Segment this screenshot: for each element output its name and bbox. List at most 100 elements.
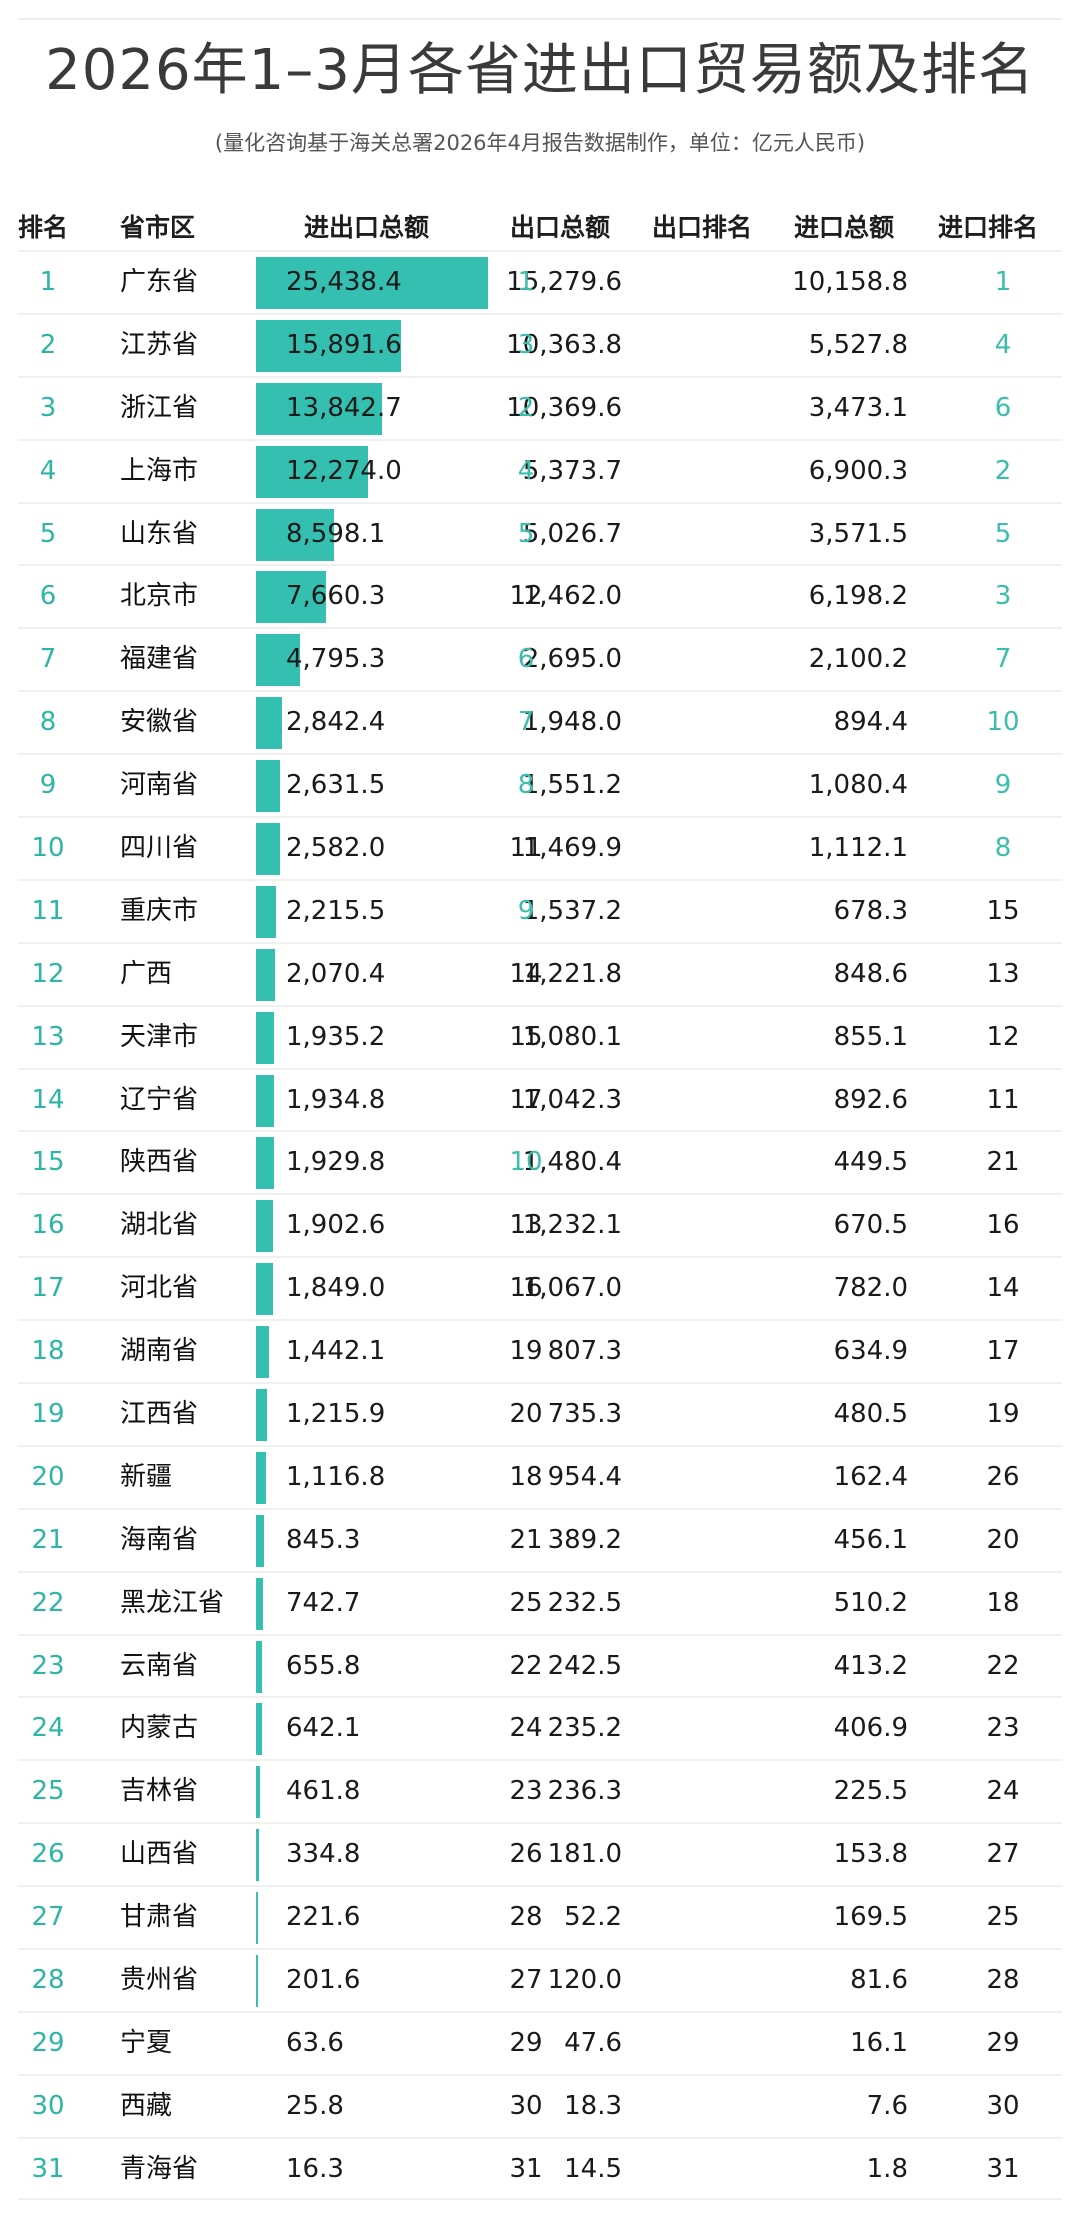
import-rank-cell: 10 xyxy=(986,707,1020,738)
import-rank-cell: 15 xyxy=(986,895,1020,926)
total-bar xyxy=(256,1200,273,1253)
total-bar xyxy=(256,1514,264,1567)
total-bar xyxy=(256,319,401,372)
total-cell: 655.8 xyxy=(286,1650,361,1681)
export-cell: 2,695.0 xyxy=(522,644,622,675)
import-cell: 670.5 xyxy=(833,1210,908,1241)
import-cell: 225.5 xyxy=(833,1776,908,1807)
rank-cell: 23 xyxy=(31,1650,65,1681)
total-bar xyxy=(256,634,300,687)
export-cell: 389.2 xyxy=(547,1524,622,1555)
header-total: 进出口总额 xyxy=(304,213,430,242)
total-cell: 1,849.0 xyxy=(286,1273,386,1304)
total-cell: 25,438.4 xyxy=(286,267,402,297)
total-cell: 25.8 xyxy=(286,2090,344,2121)
province-cell: 海南省 xyxy=(120,1524,199,1555)
rank-cell: 22 xyxy=(31,1587,65,1618)
table-row: 31 青海省 16.3 14.5 31 1.8 31 xyxy=(18,2136,1062,2200)
total-bar xyxy=(256,697,282,750)
total-bar xyxy=(256,1640,262,1693)
province-cell: 吉林省 xyxy=(120,1776,199,1807)
table-row: 21 海南省 845.3 389.2 21 456.1 20 xyxy=(18,1507,1062,1571)
province-cell: 辽宁省 xyxy=(120,1084,199,1115)
table-row: 10 四川省 2,582.0 1,469.9 11 1,112.1 8 xyxy=(18,816,1062,879)
table-row: 11 重庆市 2,215.5 1,537.2 9 678.3 15 xyxy=(18,878,1062,942)
total-bar xyxy=(256,445,368,498)
rank-cell: 20 xyxy=(31,1461,65,1492)
export-rank-cell: 24 xyxy=(509,1713,543,1744)
import-rank-cell: 9 xyxy=(994,770,1012,801)
import-rank-cell: 2 xyxy=(994,455,1012,486)
export-cell: 1,221.8 xyxy=(522,958,622,989)
export-cell: 1,462.0 xyxy=(522,581,622,612)
export-cell: 120.0 xyxy=(547,1965,622,1996)
total-cell: 1,442.1 xyxy=(286,1336,386,1367)
province-cell: 福建省 xyxy=(120,644,199,675)
total-cell: 2,070.4 xyxy=(286,958,386,989)
province-cell: 新疆 xyxy=(120,1461,173,1492)
import-cell: 162.4 xyxy=(833,1461,908,1492)
total-cell: 1,116.8 xyxy=(286,1461,386,1492)
import-cell: 1,080.4 xyxy=(808,770,908,801)
export-cell: 1,469.9 xyxy=(522,833,622,864)
province-cell: 安徽省 xyxy=(120,707,199,738)
export-cell: 735.3 xyxy=(547,1399,622,1430)
data-table: 1 广东省 25,438.4 15,279.6 1 10,158.8 1 2 江苏省 15,891… xyxy=(18,250,1062,2200)
import-rank-cell: 25 xyxy=(986,1902,1020,1933)
table-row: 9 河南省 2,631.5 1,551.2 8 1,080.4 9 xyxy=(18,753,1062,816)
import-rank-cell: 13 xyxy=(986,958,1020,989)
import-cell: 3,571.5 xyxy=(808,518,908,549)
table-row: 12 广西 2,070.4 1,221.8 14 848.6 13 xyxy=(18,941,1062,1005)
total-cell: 2,215.5 xyxy=(286,895,386,926)
total-bar xyxy=(256,1263,273,1316)
total-cell: 201.6 xyxy=(286,1965,361,1996)
total-cell: 1,929.8 xyxy=(286,1147,386,1178)
export-cell: 232.5 xyxy=(547,1587,622,1618)
import-cell: 456.1 xyxy=(833,1524,908,1555)
table-row: 23 云南省 655.8 242.5 22 413.2 22 xyxy=(18,1633,1062,1697)
export-rank-cell: 22 xyxy=(509,1650,543,1681)
import-rank-cell: 22 xyxy=(986,1650,1020,1681)
table-row: 22 黑龙江省 742.7 232.5 25 510.2 18 xyxy=(18,1570,1062,1634)
header-rank: 排名 xyxy=(18,213,69,242)
export-rank-cell: 7 xyxy=(517,707,535,738)
export-cell: 18.3 xyxy=(564,2090,622,2121)
import-cell: 16.1 xyxy=(850,2027,908,2058)
table-row: 26 山西省 334.8 181.0 26 153.8 27 xyxy=(18,1822,1062,1885)
total-cell: 1,935.2 xyxy=(286,1021,386,1052)
total-cell: 8,598.1 xyxy=(286,518,386,549)
total-bar xyxy=(256,1577,263,1630)
export-rank-cell: 6 xyxy=(517,644,535,675)
table-row: 27 甘肃省 221.6 52.2 28 169.5 25 xyxy=(18,1885,1062,1948)
total-bar xyxy=(256,1451,266,1504)
total-cell: 334.8 xyxy=(286,1839,361,1870)
province-cell: 江苏省 xyxy=(120,329,199,360)
province-cell: 贵州省 xyxy=(120,1965,199,1996)
rank-cell: 30 xyxy=(31,2090,65,2121)
import-cell: 1.8 xyxy=(866,2153,908,2184)
total-bar xyxy=(256,885,276,938)
total-bar xyxy=(256,1766,260,1819)
total-bar xyxy=(256,1011,274,1064)
import-cell: 81.6 xyxy=(850,1965,908,1996)
total-bar xyxy=(256,1892,258,1945)
export-cell: 1,042.3 xyxy=(522,1084,622,1115)
table-row: 24 内蒙古 642.1 235.2 24 406.9 23 xyxy=(18,1696,1062,1759)
total-cell: 2,842.4 xyxy=(286,707,386,738)
import-cell: 894.4 xyxy=(833,707,908,738)
province-cell: 云南省 xyxy=(120,1650,199,1681)
export-cell: 15,279.6 xyxy=(506,267,622,297)
export-rank-cell: 10 xyxy=(509,1147,543,1178)
export-rank-cell: 12 xyxy=(509,581,543,612)
import-rank-cell: 7 xyxy=(994,644,1012,675)
import-cell: 406.9 xyxy=(833,1713,908,1744)
total-bar xyxy=(256,823,280,876)
table-row: 5 山东省 8,598.1 5,026.7 5 3,571.5 5 xyxy=(18,501,1062,565)
table-row: 4 上海市 12,274.0 5,373.7 4 6,900.3 2 xyxy=(18,438,1062,502)
import-cell: 855.1 xyxy=(833,1021,908,1052)
import-rank-cell: 20 xyxy=(986,1524,1020,1555)
province-cell: 山西省 xyxy=(120,1839,199,1870)
total-bar xyxy=(256,1326,269,1379)
total-cell: 13,842.7 xyxy=(286,392,402,423)
table-row: 6 北京市 7,660.3 1,462.0 12 6,198.2 3 xyxy=(18,564,1062,627)
